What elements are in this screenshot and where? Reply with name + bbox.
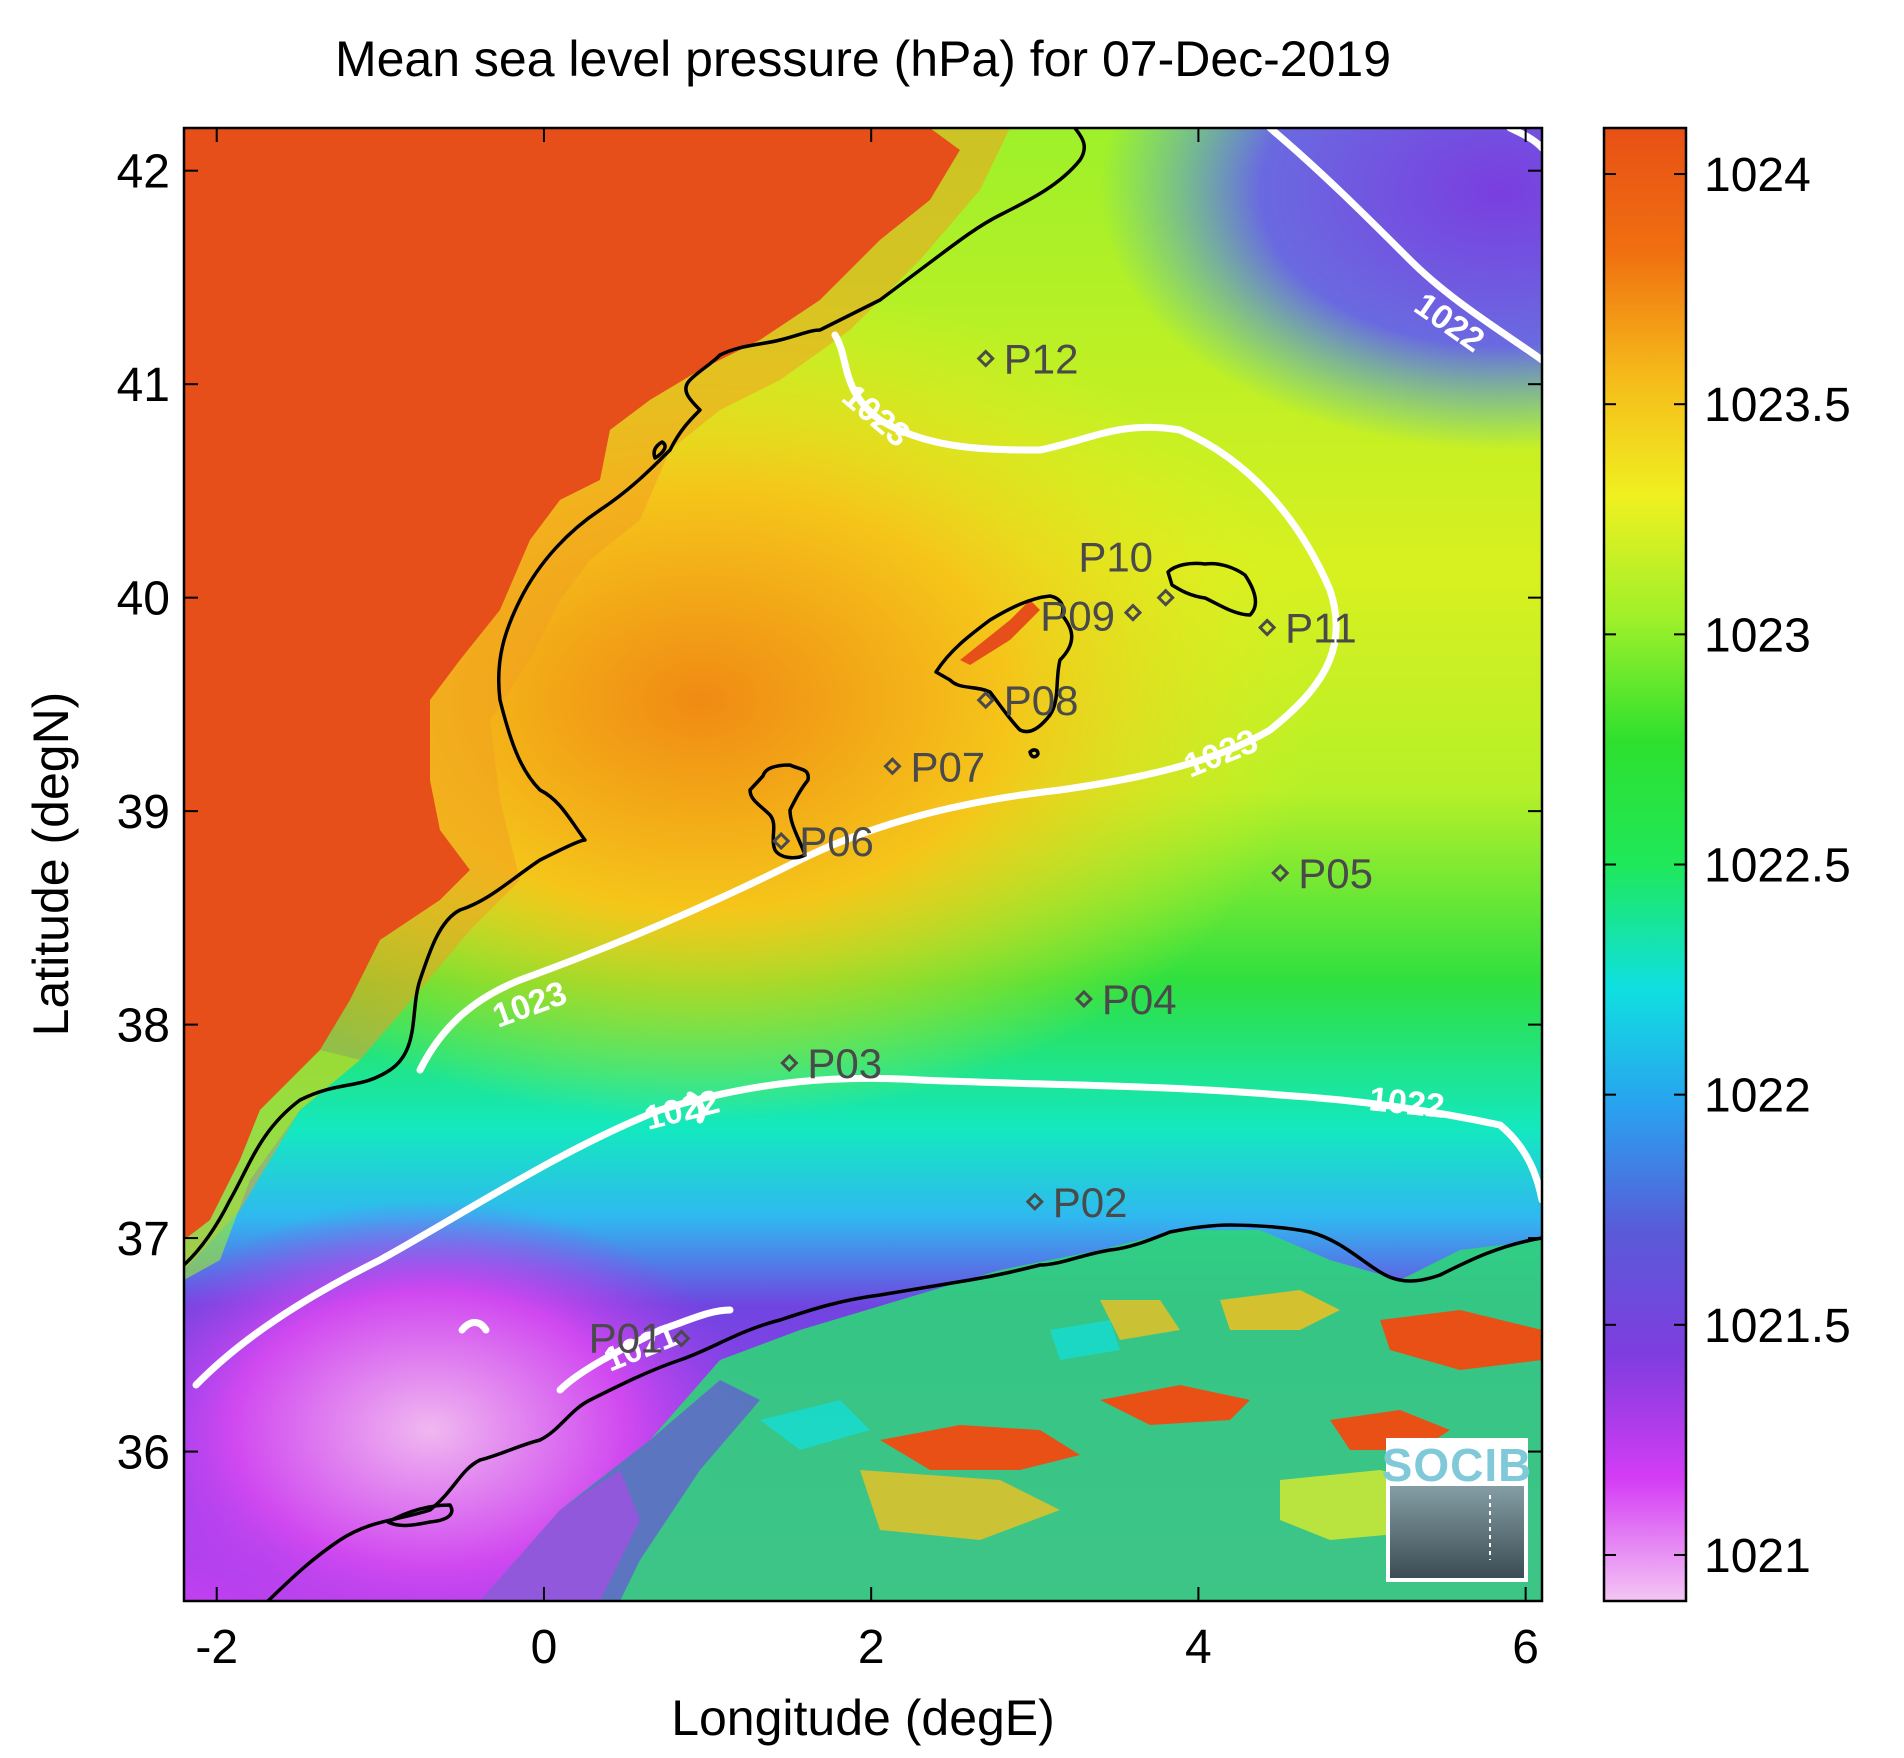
station-label: P09 <box>1040 593 1115 640</box>
station-marker <box>1271 863 1290 883</box>
socib-logo: SOCIB <box>1382 1438 1533 1582</box>
y-tick-label: 36 <box>117 1427 170 1480</box>
station-p02: P02 <box>1025 1179 1128 1226</box>
y-axis-label: Latitude (degN) <box>23 692 79 1037</box>
station-label: P07 <box>910 743 985 790</box>
y-tick-label: 41 <box>117 359 170 412</box>
colorbar: 1021 1021.5 1022 1022.5 1023 1023.5 1024 <box>1602 126 1851 1603</box>
station-marker <box>780 1053 799 1073</box>
station-marker <box>1156 588 1175 607</box>
station-p10: P10 <box>1078 534 1175 607</box>
y-tick-label: 42 <box>117 146 170 199</box>
station-label: P11 <box>1285 605 1357 652</box>
y-tick-label: 38 <box>117 1000 170 1053</box>
x-axis-ticks: -2 0 2 4 6 <box>195 128 1539 1674</box>
station-p12: P12 <box>976 336 1079 383</box>
station-marker <box>1074 989 1094 1009</box>
station-marker <box>1025 1192 1044 1211</box>
station-label: P08 <box>1004 677 1079 724</box>
station-label: P02 <box>1053 1179 1128 1226</box>
y-tick-label: 39 <box>117 786 170 839</box>
colorbar-tick-label: 1021.5 <box>1704 1300 1851 1353</box>
pressure-field: 1023 1023 1023 1022 1022 1022 1021 P01P0… <box>184 128 1542 1601</box>
station-p05: P05 <box>1271 850 1373 897</box>
x-tick-label: 6 <box>1512 1621 1539 1674</box>
station-marker <box>772 831 791 851</box>
station-p07: P07 <box>883 743 985 790</box>
colorbar-tick-label: 1022.5 <box>1704 840 1851 893</box>
colorbar-bar <box>1602 126 1688 1603</box>
coastlines <box>184 128 1542 1601</box>
station-p09: P09 <box>1040 593 1143 640</box>
station-label: P12 <box>1004 336 1079 383</box>
station-p03: P03 <box>780 1040 882 1087</box>
station-marker <box>672 1329 691 1348</box>
x-axis-label: Longitude (degE) <box>671 1690 1055 1746</box>
station-marker <box>1258 618 1277 637</box>
station-label: P10 <box>1078 534 1153 581</box>
colorbar-tick-label: 1024 <box>1704 149 1811 202</box>
x-tick-label: 2 <box>858 1621 885 1674</box>
station-p08: P08 <box>976 677 1079 724</box>
iberia-land <box>184 128 960 1240</box>
x-tick-label: 4 <box>1185 1621 1212 1674</box>
station-p11: P11 <box>1258 605 1357 652</box>
contour-label: 1022 <box>1367 1080 1446 1126</box>
station-label: P05 <box>1298 850 1373 897</box>
station-p01: P01 <box>589 1314 691 1361</box>
station-label: P03 <box>807 1040 882 1087</box>
colorbar-ticks: 1021 1021.5 1022 1022.5 1023 1023.5 1024 <box>1604 149 1851 1583</box>
station-label: P06 <box>799 818 874 865</box>
station-label: P01 <box>589 1314 664 1361</box>
x-tick-label: -2 <box>195 1621 238 1674</box>
station-p04: P04 <box>1074 976 1177 1023</box>
y-tick-label: 40 <box>117 573 170 626</box>
station-label: P04 <box>1102 976 1177 1023</box>
y-axis-ticks: 36 37 38 39 40 41 42 <box>117 146 1542 1480</box>
colorbar-tick-label: 1023 <box>1704 609 1811 662</box>
colorbar-tick-label: 1023.5 <box>1704 379 1851 432</box>
station-marker <box>1123 603 1143 622</box>
colorbar-tick-label: 1022 <box>1704 1070 1811 1123</box>
chart-title: Mean sea level pressure (hPa) for 07-Dec… <box>335 31 1391 87</box>
x-tick-label: 0 <box>531 1621 558 1674</box>
station-marker <box>976 349 995 368</box>
station-p06: P06 <box>772 818 874 865</box>
stations-layer: P01 P02 P03 P04 P05 P06 P07 P08 P09 P10 P11 P12 <box>589 336 1373 1362</box>
station-marker <box>976 691 995 710</box>
y-tick-label: 37 <box>117 1213 170 1266</box>
station-marker <box>883 757 902 776</box>
socib-logo-text: SOCIB <box>1382 1439 1533 1491</box>
colorbar-tick-label: 1021 <box>1704 1530 1811 1583</box>
isobars <box>192 128 1542 1394</box>
map-frame <box>182 126 1544 1603</box>
